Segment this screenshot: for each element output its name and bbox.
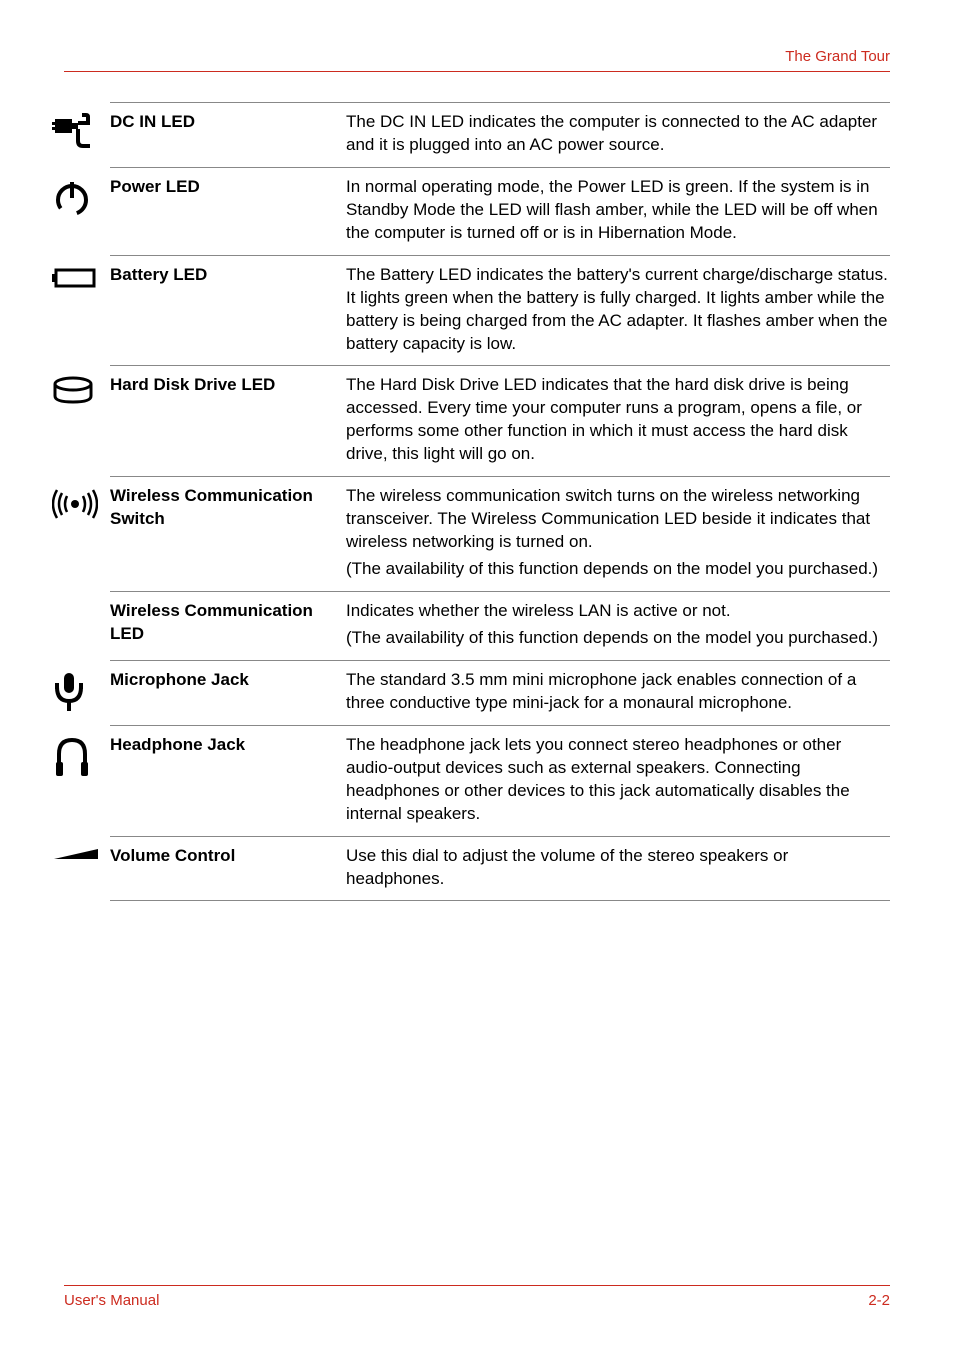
- power-icon: [52, 176, 110, 245]
- term-label: Wireless Communication LED: [110, 600, 346, 650]
- table-row: Volume Control Use this dial to adjust t…: [110, 836, 890, 902]
- desc-text: Indicates whether the wireless LAN is ac…: [346, 600, 890, 650]
- desc-text: The Hard Disk Drive LED indicates that t…: [346, 374, 890, 466]
- footer-rule: [64, 1285, 890, 1286]
- header-section-title: The Grand Tour: [64, 48, 890, 71]
- battery-icon: [52, 264, 110, 356]
- hard-disk-icon: [52, 374, 110, 466]
- term-label: Power LED: [110, 176, 346, 245]
- desc-text: In normal operating mode, the Power LED …: [346, 176, 890, 245]
- desc-text: The Battery LED indicates the battery's …: [346, 264, 890, 356]
- footer-right: 2-2: [868, 1292, 890, 1309]
- table-row: Microphone Jack The standard 3.5 mm mini…: [110, 660, 890, 725]
- table-row: Battery LED The Battery LED indicates th…: [110, 255, 890, 366]
- term-label: Microphone Jack: [110, 669, 346, 715]
- wireless-icon: [52, 485, 110, 581]
- term-label: Headphone Jack: [110, 734, 346, 826]
- desc-text: Use this dial to adjust the volume of th…: [346, 845, 890, 891]
- table-row: Headphone Jack The headphone jack lets y…: [110, 725, 890, 836]
- term-label: Wireless Communication Switch: [110, 485, 346, 581]
- dc-in-icon: [52, 111, 110, 157]
- microphone-icon: [52, 669, 110, 715]
- term-label: DC IN LED: [110, 111, 346, 157]
- headphone-icon: [52, 734, 110, 826]
- table-row: Wireless Communication LED Indicates whe…: [110, 591, 890, 660]
- desc-text: The DC IN LED indicates the computer is …: [346, 111, 890, 157]
- table-row: Hard Disk Drive LED The Hard Disk Drive …: [110, 365, 890, 476]
- term-label: Volume Control: [110, 845, 346, 891]
- header-rule: [64, 71, 890, 72]
- desc-text: The standard 3.5 mm mini microphone jack…: [346, 669, 890, 715]
- page: The Grand Tour DC IN LED The DC IN LED i…: [0, 0, 954, 1349]
- table-row: Wireless Communication Switch The wirele…: [110, 476, 890, 591]
- footer-left: User's Manual: [64, 1292, 159, 1309]
- page-footer: User's Manual 2-2: [64, 1285, 890, 1309]
- desc-text: The wireless communication switch turns …: [346, 485, 890, 581]
- term-label: Battery LED: [110, 264, 346, 356]
- table-row: Power LED In normal operating mode, the …: [110, 167, 890, 255]
- no-icon: [52, 600, 110, 650]
- entries-table: DC IN LED The DC IN LED indicates the co…: [110, 102, 890, 901]
- term-label: Hard Disk Drive LED: [110, 374, 346, 466]
- table-row: DC IN LED The DC IN LED indicates the co…: [110, 102, 890, 167]
- volume-icon: [52, 845, 110, 891]
- desc-text: The headphone jack lets you connect ster…: [346, 734, 890, 826]
